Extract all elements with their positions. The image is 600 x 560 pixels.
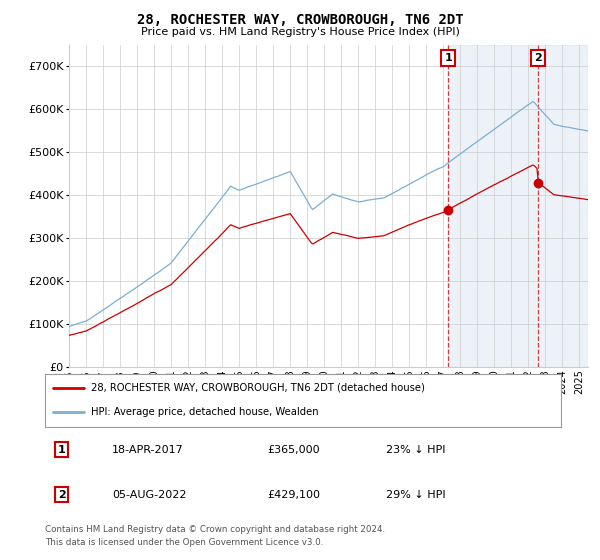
Text: 1: 1 [58, 445, 65, 455]
Text: This data is licensed under the Open Government Licence v3.0.: This data is licensed under the Open Gov… [45, 538, 323, 547]
Text: £429,100: £429,100 [267, 490, 320, 500]
Text: Price paid vs. HM Land Registry's House Price Index (HPI): Price paid vs. HM Land Registry's House … [140, 27, 460, 37]
Text: 28, ROCHESTER WAY, CROWBOROUGH, TN6 2DT: 28, ROCHESTER WAY, CROWBOROUGH, TN6 2DT [137, 13, 463, 27]
Bar [448, 45, 588, 367]
Text: 18-APR-2017: 18-APR-2017 [112, 445, 184, 455]
Text: 05-AUG-2022: 05-AUG-2022 [112, 490, 187, 500]
Text: £365,000: £365,000 [267, 445, 320, 455]
Text: 1: 1 [445, 53, 452, 63]
Text: 2: 2 [535, 53, 542, 63]
Text: HPI: Average price, detached house, Wealden: HPI: Average price, detached house, Weal… [91, 407, 319, 417]
Text: 29% ↓ HPI: 29% ↓ HPI [386, 490, 445, 500]
Text: 2: 2 [58, 490, 65, 500]
Text: 28, ROCHESTER WAY, CROWBOROUGH, TN6 2DT (detached house): 28, ROCHESTER WAY, CROWBOROUGH, TN6 2DT … [91, 383, 425, 393]
Text: 23% ↓ HPI: 23% ↓ HPI [386, 445, 445, 455]
Text: Contains HM Land Registry data © Crown copyright and database right 2024.: Contains HM Land Registry data © Crown c… [45, 525, 385, 534]
